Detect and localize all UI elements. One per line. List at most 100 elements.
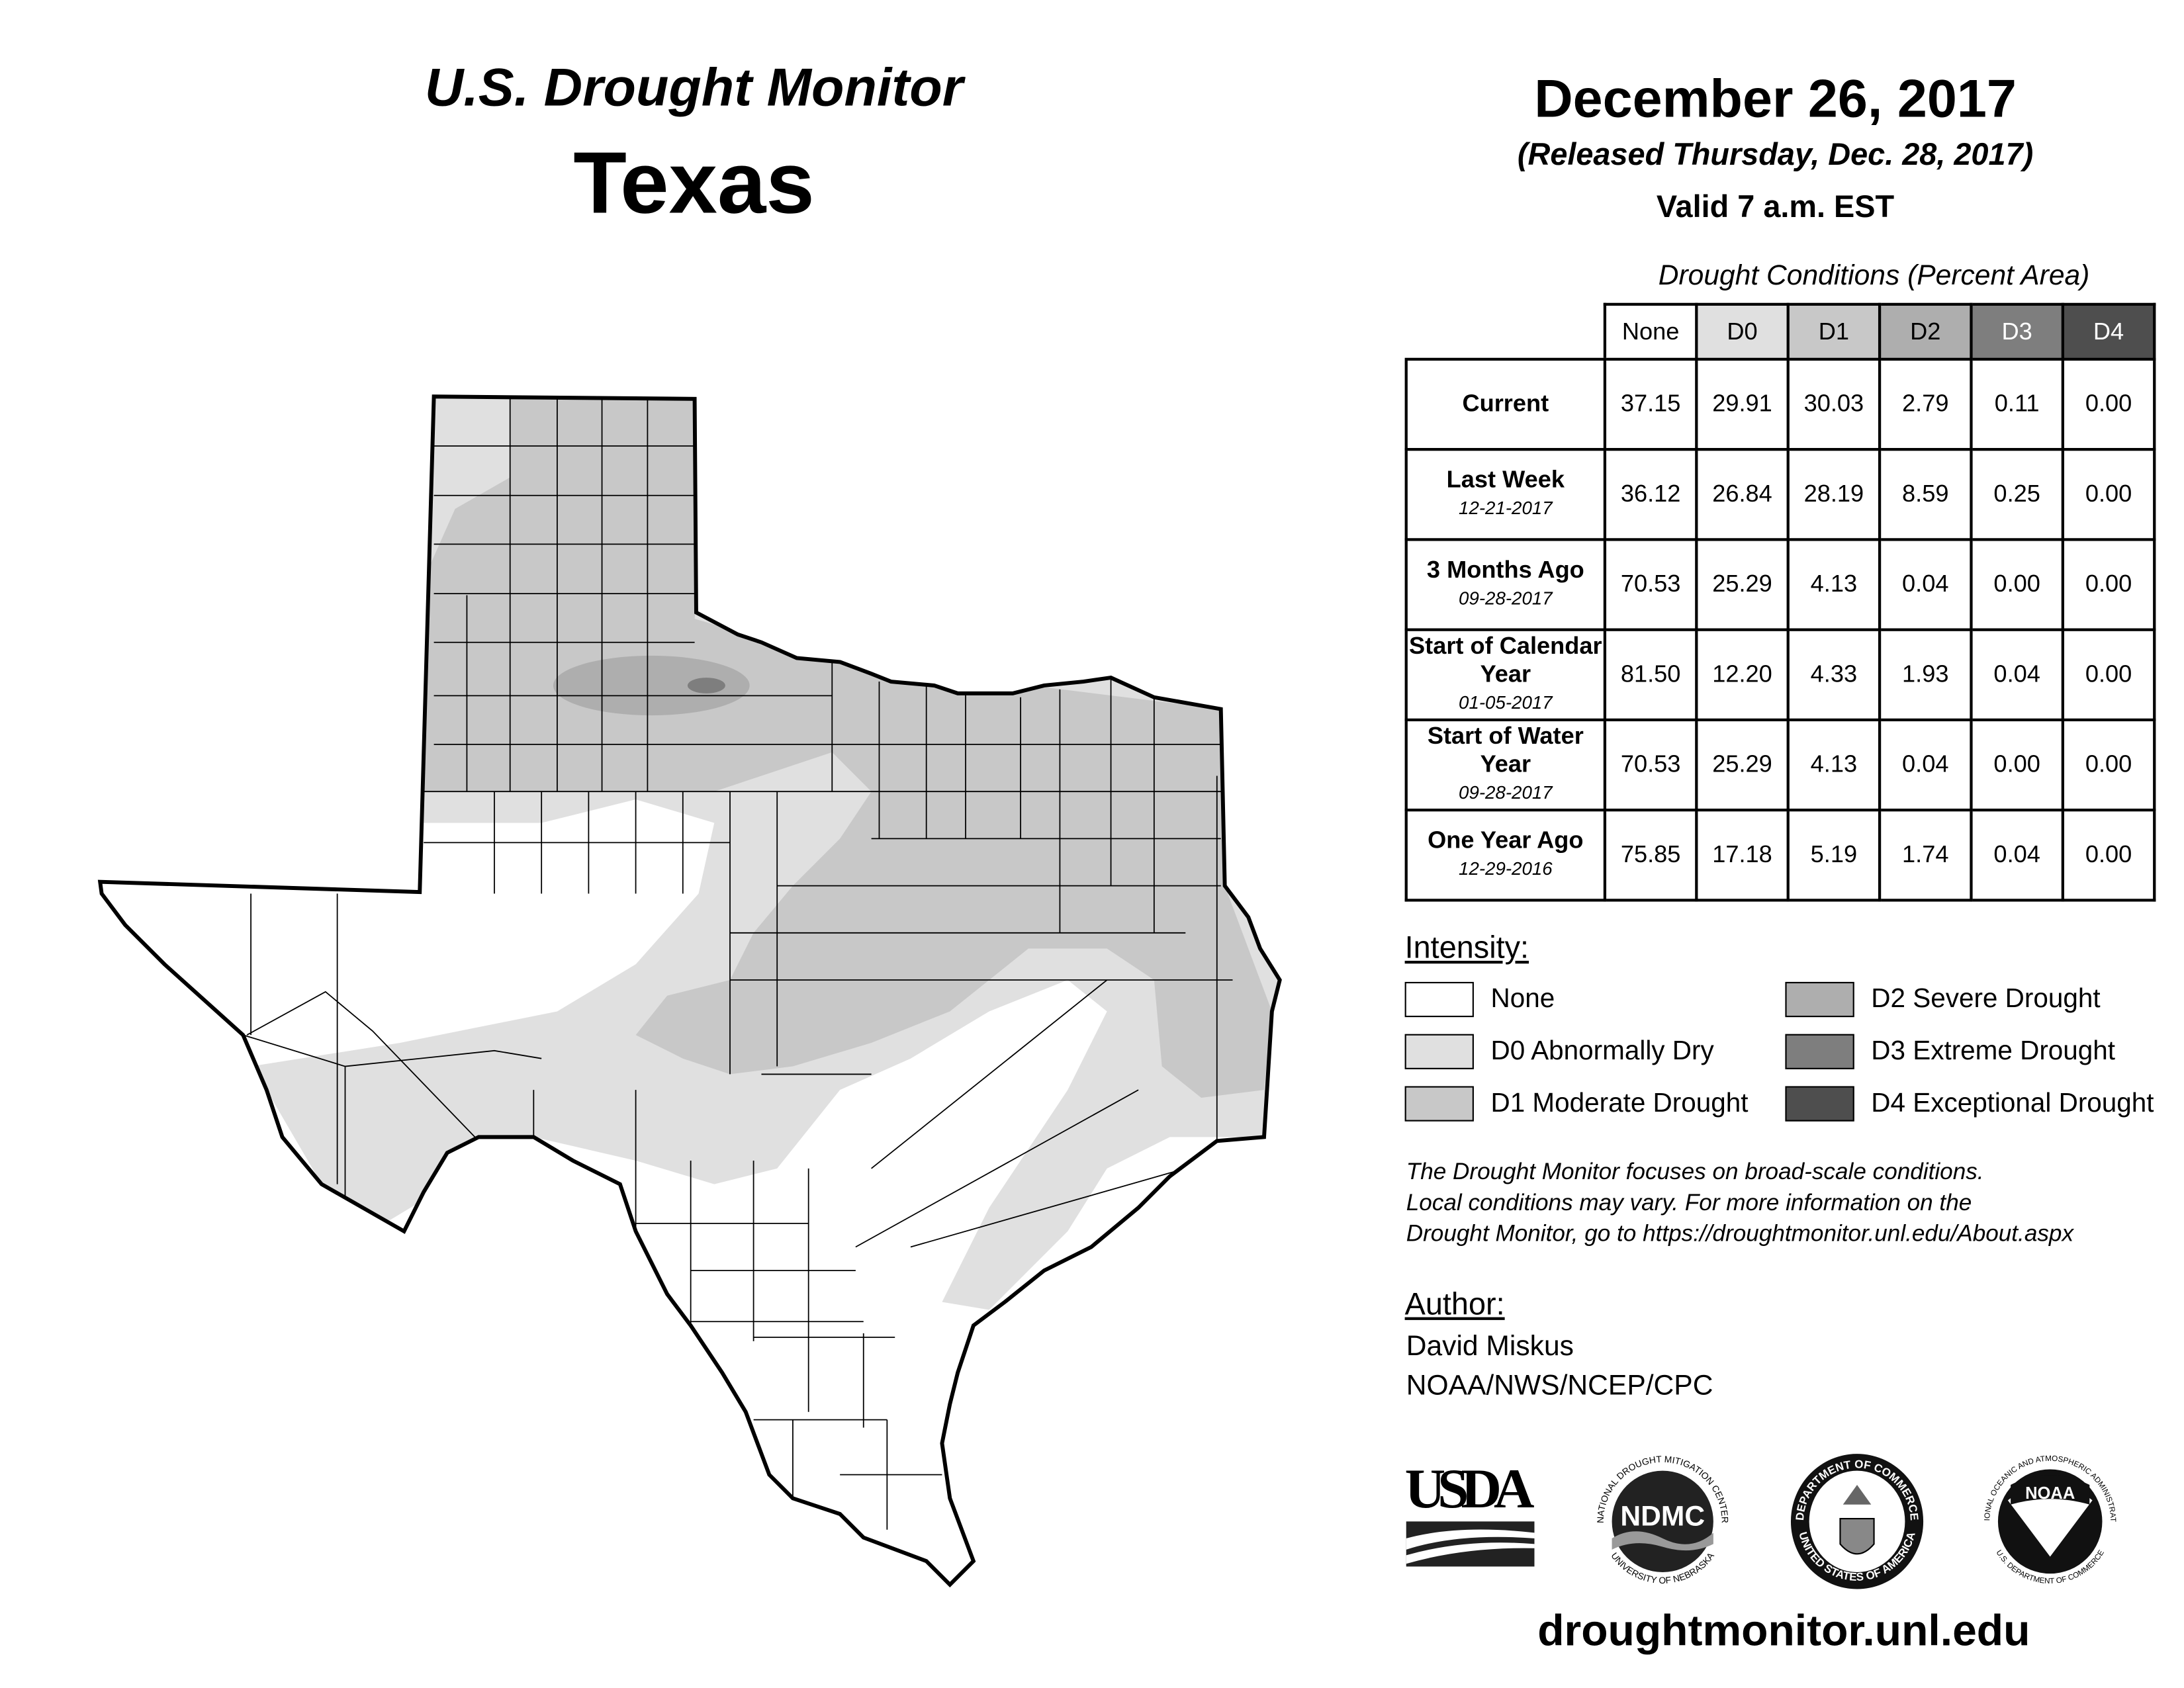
table-cell: 1.74 [1878, 809, 1973, 902]
legend-swatch [1785, 981, 1854, 1018]
ndmc-logo: NDMC NATIONAL DROUGHT MITIGATION CENTER … [1595, 1454, 1731, 1585]
usda-logo-text: USDA [1405, 1458, 1535, 1520]
table-cell: 30.03 [1786, 357, 1882, 451]
col-d2: D2 [1878, 302, 1973, 361]
row-date: 09-28-2017 [1459, 587, 1553, 609]
legend-swatch [1404, 1034, 1474, 1069]
table-cell: 26.84 [1695, 448, 1790, 541]
drought-conditions-table: None D0 D1 D2 D3 D4 Current 37.15 29.91 30.… [1404, 302, 2156, 902]
row-label: 3 Months Ago 09-28-2017 [1404, 538, 1607, 631]
legend-swatch [1785, 1086, 1854, 1122]
table-cell: 4.33 [1786, 628, 1882, 722]
table-cell: 17.18 [1695, 809, 1790, 902]
legend-item: D4 Exceptional Drought [1785, 1086, 2154, 1122]
legend-swatch [1404, 1086, 1474, 1122]
map-date: December 26, 2017 [1534, 70, 2017, 130]
row-label: Start of Water Year 09-28-2017 [1404, 718, 1607, 812]
table-header-row: None D0 D1 D2 D3 D4 [1406, 302, 2156, 361]
note-line: Local conditions may vary. For more info… [1406, 1190, 1972, 1216]
valid-time: Valid 7 a.m. EST [1656, 189, 1895, 224]
table-cell: 70.53 [1603, 538, 1698, 631]
ndmc-text: NDMC [1620, 1501, 1705, 1533]
table-cell: 0.00 [2061, 809, 2156, 902]
doc-seal-logo: DEPARTMENT OF COMMERCE UNITED STATES OF … [1790, 1454, 1924, 1589]
row-label-text: Start of Calendar Year [1409, 632, 1602, 688]
map-title: U.S. Drought Monitor [424, 59, 964, 118]
legend-item: None [1404, 981, 1555, 1018]
legend-label: None [1490, 984, 1555, 1014]
table-cell: 0.00 [2061, 718, 2156, 812]
legend-label: D4 Exceptional Drought [1871, 1088, 2154, 1118]
row-date: 12-21-2017 [1459, 497, 1553, 519]
noaa-logo: NOAA NATIONAL OCEANIC AND ATMOSPHERIC AD… [1979, 1451, 2117, 1585]
table-cell: 5.19 [1786, 809, 1882, 902]
table-cell: 0.04 [1970, 628, 2064, 722]
disclaimer-note: The Drought Monitor focuses on broad-sca… [1406, 1157, 2073, 1250]
table-row: Last Week 12-21-2017 36.12 26.84 28.19 8.59 0.… [1404, 448, 2156, 541]
table-cell: 4.13 [1786, 538, 1882, 631]
usda-logo: USDA [1405, 1458, 1535, 1567]
col-d0: D0 [1695, 302, 1790, 361]
legend-title: Intensity: [1404, 930, 1529, 965]
table-cell: 0.00 [1970, 538, 2064, 631]
legend-swatch [1785, 1034, 1854, 1069]
row-label-text: Last Week [1446, 466, 1565, 494]
table-row: Start of Water Year 09-28-2017 70.53 25.29 4… [1404, 718, 2156, 812]
row-label: Current [1404, 357, 1607, 451]
table-cell: 12.20 [1695, 628, 1790, 722]
row-date: 09-28-2017 [1459, 781, 1553, 803]
table-cell: 1.93 [1878, 628, 1973, 722]
row-date: 01-05-2017 [1459, 691, 1553, 713]
row-date: 12-29-2016 [1459, 858, 1553, 879]
col-d1: D1 [1786, 302, 1882, 361]
table-cell: 0.25 [1970, 448, 2064, 541]
table-row: Start of Calendar Year 01-05-2017 81.50 12.… [1404, 628, 2156, 722]
legend-label: D0 Abnormally Dry [1490, 1036, 1714, 1066]
table-cell: 0.04 [1878, 718, 1973, 812]
header-blank [1406, 304, 1605, 361]
texas-drought-map [86, 383, 1303, 1600]
author-org: NOAA/NWS/NCEP/CPC [1406, 1370, 1713, 1402]
author-name: David Miskus [1406, 1331, 1574, 1362]
table-row: Current 37.15 29.91 30.03 2.79 0.11 0.00 [1404, 357, 2156, 451]
release-date: (Released Thursday, Dec. 28, 2017) [1517, 136, 2034, 172]
row-label: One Year Ago 12-29-2016 [1404, 809, 1607, 902]
table-cell: 25.29 [1695, 538, 1790, 631]
noaa-text: NOAA [2025, 1484, 2075, 1503]
author-title: Author: [1404, 1286, 1505, 1322]
col-none: None [1603, 302, 1698, 361]
col-d4: D4 [2061, 302, 2156, 361]
table-row: One Year Ago 12-29-2016 75.85 17.18 5.19 1.74… [1404, 809, 2156, 902]
table-cell: 37.15 [1603, 357, 1698, 451]
row-label: Start of Calendar Year 01-05-2017 [1404, 628, 1607, 722]
table-cell: 0.00 [2061, 357, 2156, 451]
table-cell: 36.12 [1603, 448, 1698, 541]
table-cell: 8.59 [1878, 448, 1973, 541]
col-d3: D3 [1970, 302, 2064, 361]
table-cell: 0.00 [1970, 718, 2064, 812]
d3-area [687, 678, 725, 693]
row-label-text: Start of Water Year [1427, 723, 1584, 778]
row-label-text: Current [1462, 390, 1549, 418]
legend-label: D1 Moderate Drought [1490, 1088, 1749, 1118]
legend-swatch [1404, 981, 1474, 1018]
table-cell: 4.13 [1786, 718, 1882, 812]
note-line: The Drought Monitor focuses on broad-sca… [1406, 1159, 1984, 1185]
table-cell: 2.79 [1878, 357, 1973, 451]
row-label-text: One Year Ago [1428, 826, 1584, 854]
state-name: Texas [573, 135, 815, 233]
legend-item: D3 Extreme Drought [1785, 1034, 2115, 1069]
website-link[interactable]: droughtmonitor.unl.edu [1537, 1606, 2030, 1656]
table-cell: 29.91 [1695, 357, 1790, 451]
table-row: 3 Months Ago 09-28-2017 70.53 25.29 4.13 0.04… [1404, 538, 2156, 631]
table-cell: 28.19 [1786, 448, 1882, 541]
legend-item: D2 Severe Drought [1785, 981, 2101, 1018]
table-cell: 25.29 [1695, 718, 1790, 812]
table-cell: 0.00 [2061, 628, 2156, 722]
table-caption: Drought Conditions (Percent Area) [1658, 260, 2090, 292]
county-lines [242, 396, 1233, 1530]
legend-item: D1 Moderate Drought [1404, 1086, 1749, 1122]
note-line: Drought Monitor, go to https://droughtmo… [1406, 1221, 2074, 1247]
legend-label: D2 Severe Drought [1871, 984, 2101, 1014]
